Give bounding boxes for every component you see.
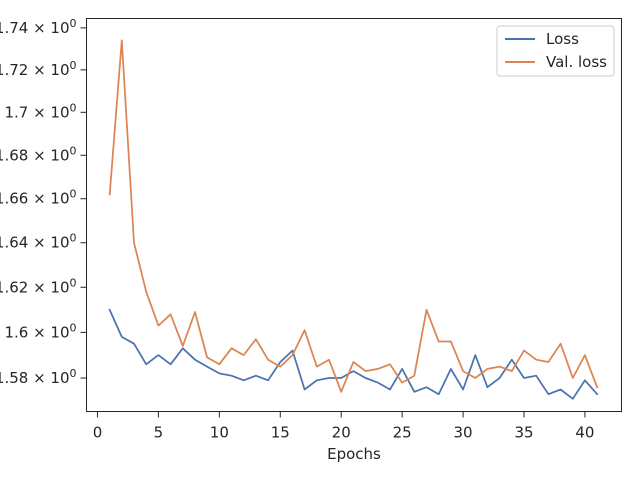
y-tick-label: 1.72 × 100 <box>0 59 77 79</box>
x-tick-label: 20 <box>332 424 351 442</box>
legend: Loss Val. loss <box>496 25 615 77</box>
y-axis: 1.58 × 100 1.6 × 100 1.62 × 100 1.64 × 100 1… <box>0 17 87 387</box>
y-tick-label: 1.7 × 100 <box>4 101 76 121</box>
y-tick-label: 1.58 × 100 <box>0 367 77 387</box>
plot-frame <box>86 18 622 412</box>
y-tick-label: 1.64 × 100 <box>0 232 77 252</box>
x-tick-label: 30 <box>454 424 473 442</box>
plot-area <box>108 39 599 400</box>
x-tick-label: 35 <box>514 424 533 442</box>
series-line-loss <box>108 308 599 400</box>
legend-val-loss-label: Val. loss <box>546 53 607 71</box>
x-axis-label: Epochs <box>327 445 381 463</box>
y-tick-label: 1.68 × 100 <box>0 144 77 164</box>
x-tick-label: 5 <box>154 424 164 442</box>
x-tick-label: 25 <box>393 424 412 442</box>
legend-loss-label: Loss <box>546 30 579 48</box>
y-tick-label: 1.62 × 100 <box>0 276 77 296</box>
series-line-val-loss <box>108 39 599 393</box>
x-axis: 0 5 10 15 20 25 30 35 40 <box>93 411 594 442</box>
x-tick-label: 0 <box>93 424 103 442</box>
x-tick-label: 40 <box>575 424 594 442</box>
y-tick-label: 1.74 × 100 <box>0 17 77 37</box>
x-tick-label: 10 <box>210 424 229 442</box>
x-tick-label: 15 <box>271 424 290 442</box>
y-tick-label: 1.6 × 100 <box>4 321 76 341</box>
y-tick-label: 1.66 × 100 <box>0 188 77 208</box>
